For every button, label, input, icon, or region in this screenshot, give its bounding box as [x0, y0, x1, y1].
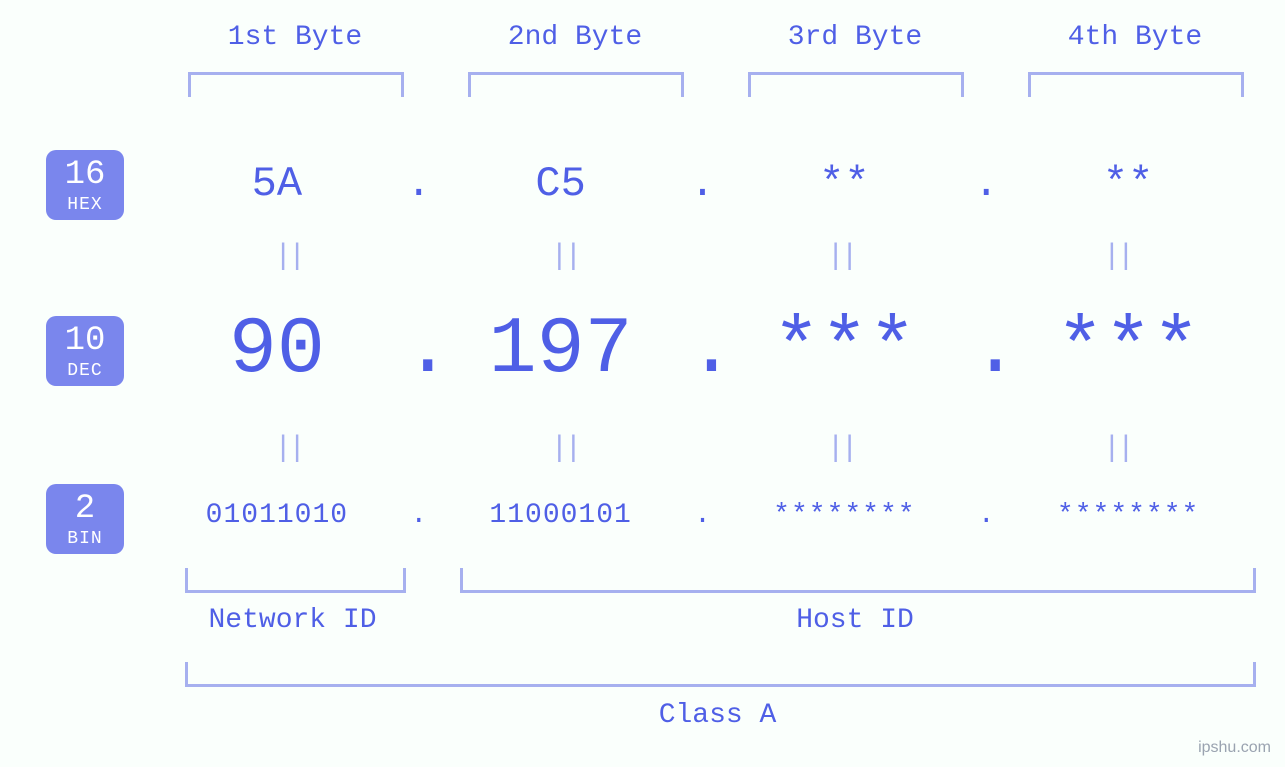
bin-b4: ******** — [1001, 500, 1255, 531]
dot: . — [688, 160, 718, 208]
network-label: Network ID — [185, 605, 400, 636]
hex-badge-txt: HEX — [46, 196, 124, 214]
byte3-label: 3rd Byte — [740, 22, 970, 53]
dot: . — [404, 160, 434, 208]
bin-b1: 01011010 — [150, 500, 404, 531]
dot: . — [971, 305, 1001, 396]
dot: . — [688, 305, 718, 396]
eq: || — [979, 240, 1255, 274]
network-bracket — [185, 568, 406, 593]
bin-row: 01011010 . 11000101 . ******** . *******… — [150, 500, 1255, 531]
eq: || — [426, 240, 702, 274]
dec-badge-num: 10 — [46, 324, 124, 358]
dec-b1: 90 — [150, 305, 404, 396]
hex-badge-num: 16 — [46, 158, 124, 192]
byte4-bracket — [1028, 72, 1244, 97]
dec-badge-txt: DEC — [46, 362, 124, 380]
hex-b2: C5 — [434, 160, 688, 208]
dot: . — [971, 500, 1001, 531]
dot: . — [404, 500, 434, 531]
hex-row: 5A . C5 . ** . ** — [150, 160, 1255, 208]
byte1-label: 1st Byte — [180, 22, 410, 53]
byte4-label: 4th Byte — [1020, 22, 1250, 53]
bin-b3: ******** — [718, 500, 972, 531]
eq: || — [703, 240, 979, 274]
eq: || — [150, 432, 426, 466]
hex-b1: 5A — [150, 160, 404, 208]
equals-row-1: || || || || — [150, 240, 1255, 274]
dec-b3: *** — [718, 305, 972, 396]
byte2-bracket — [468, 72, 684, 97]
dot: . — [971, 160, 1001, 208]
class-label: Class A — [185, 700, 1250, 731]
bin-b2: 11000101 — [434, 500, 688, 531]
eq: || — [150, 240, 426, 274]
byte3-bracket — [748, 72, 964, 97]
bin-badge-num: 2 — [46, 492, 124, 526]
dot: . — [404, 305, 434, 396]
host-label: Host ID — [460, 605, 1250, 636]
dot: . — [688, 500, 718, 531]
bin-badge-txt: BIN — [46, 530, 124, 548]
watermark: ipshu.com — [1198, 739, 1271, 757]
hex-badge: 16 HEX — [46, 150, 124, 220]
bin-badge: 2 BIN — [46, 484, 124, 554]
class-bracket — [185, 662, 1256, 687]
eq: || — [979, 432, 1255, 466]
dec-row: 90 . 197 . *** . *** — [150, 305, 1255, 396]
equals-row-2: || || || || — [150, 432, 1255, 466]
host-bracket — [460, 568, 1256, 593]
eq: || — [426, 432, 702, 466]
dec-badge: 10 DEC — [46, 316, 124, 386]
dec-b2: 197 — [434, 305, 688, 396]
dec-b4: *** — [1001, 305, 1255, 396]
byte2-label: 2nd Byte — [460, 22, 690, 53]
byte1-bracket — [188, 72, 404, 97]
eq: || — [703, 432, 979, 466]
ip-diagram: 1st Byte 2nd Byte 3rd Byte 4th Byte 16 H… — [0, 0, 1285, 767]
hex-b3: ** — [718, 160, 972, 208]
hex-b4: ** — [1001, 160, 1255, 208]
